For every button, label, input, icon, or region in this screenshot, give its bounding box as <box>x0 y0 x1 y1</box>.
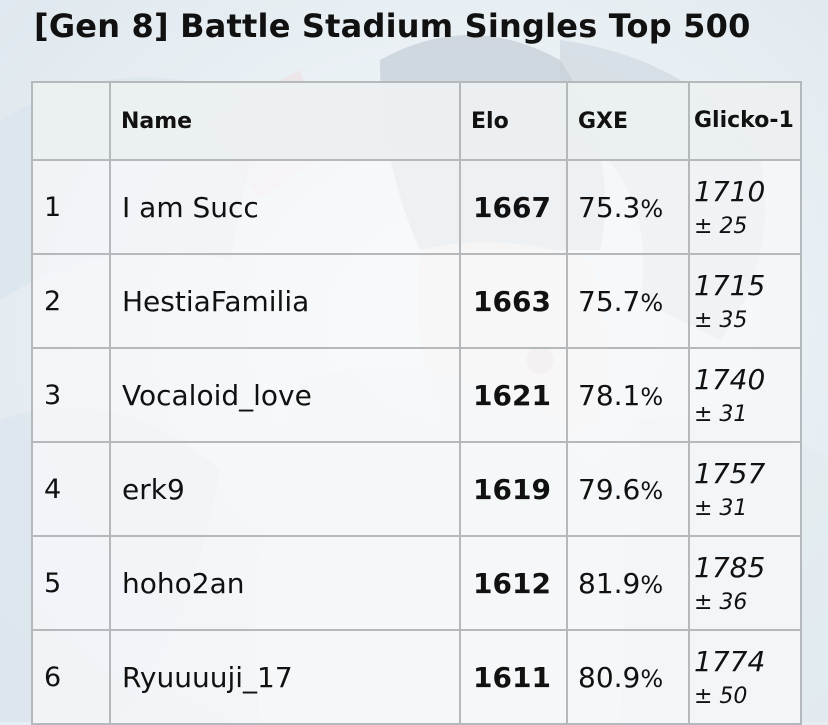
glicko-rating: 1757 <box>694 457 766 490</box>
page-title: [Gen 8] Battle Stadium Singles Top 500 <box>34 7 751 45</box>
elo-cell: 1612 <box>459 535 568 631</box>
rank-cell: 2 <box>31 253 111 349</box>
glicko-cell: 1785 ± 36 <box>688 535 802 631</box>
elo-cell: 1611 <box>459 629 568 725</box>
table-header-row: Name Elo GXE Glicko-1 <box>31 81 802 161</box>
table-row: 5 hoho2an 1612 81.9% 1785 ± 36 <box>31 535 802 631</box>
gxe-cell: 79.6% <box>566 441 690 537</box>
glicko-deviation: ± 31 <box>694 402 748 427</box>
gxe-value: 81.9 <box>578 566 641 600</box>
gxe-value: 80.9 <box>578 660 641 694</box>
gxe-value: 75.3 <box>578 190 641 224</box>
player-name-link[interactable]: Ryuuuuji_17 <box>109 629 461 725</box>
rank-cell: 1 <box>31 159 111 255</box>
header-rank <box>31 81 111 161</box>
header-elo[interactable]: Elo <box>459 81 568 161</box>
glicko-deviation: ± 35 <box>694 308 748 333</box>
header-name[interactable]: Name <box>109 81 461 161</box>
player-name-link[interactable]: I am Succ <box>109 159 461 255</box>
glicko-cell: 1715 ± 35 <box>688 253 802 349</box>
player-name-link[interactable]: HestiaFamilia <box>109 253 461 349</box>
ladder-table: Name Elo GXE Glicko-1 1 I am Succ 1667 7… <box>31 81 802 725</box>
elo-cell: 1663 <box>459 253 568 349</box>
gxe-value: 75.7 <box>578 284 641 318</box>
player-name-link[interactable]: Vocaloid_love <box>109 347 461 443</box>
table-row: 6 Ryuuuuji_17 1611 80.9% 1774 ± 50 <box>31 629 802 725</box>
glicko-rating: 1715 <box>694 269 766 302</box>
gxe-value: 78.1 <box>578 378 641 412</box>
table-row: 4 erk9 1619 79.6% 1757 ± 31 <box>31 441 802 537</box>
glicko-rating: 1710 <box>694 175 766 208</box>
gxe-unit: % <box>640 288 664 317</box>
rank-cell: 5 <box>31 535 111 631</box>
rank-cell: 4 <box>31 441 111 537</box>
gxe-unit: % <box>640 664 664 693</box>
elo-cell: 1621 <box>459 347 568 443</box>
glicko-rating: 1774 <box>694 645 766 678</box>
rank-cell: 3 <box>31 347 111 443</box>
glicko-deviation: ± 36 <box>694 590 748 615</box>
gxe-cell: 75.3% <box>566 159 690 255</box>
glicko-rating: 1785 <box>694 551 766 584</box>
gxe-cell: 78.1% <box>566 347 690 443</box>
glicko-cell: 1757 ± 31 <box>688 441 802 537</box>
gxe-unit: % <box>640 570 664 599</box>
elo-cell: 1619 <box>459 441 568 537</box>
elo-cell: 1667 <box>459 159 568 255</box>
header-gxe[interactable]: GXE <box>566 81 690 161</box>
gxe-cell: 75.7% <box>566 253 690 349</box>
table-row: 2 HestiaFamilia 1663 75.7% 1715 ± 35 <box>31 253 802 349</box>
table-row: 1 I am Succ 1667 75.3% 1710 ± 25 <box>31 159 802 255</box>
gxe-unit: % <box>640 382 664 411</box>
glicko-rating: 1740 <box>694 363 766 396</box>
gxe-value: 79.6 <box>578 472 641 506</box>
table-row: 3 Vocaloid_love 1621 78.1% 1740 ± 31 <box>31 347 802 443</box>
gxe-unit: % <box>640 194 664 223</box>
glicko-deviation: ± 31 <box>694 496 748 521</box>
glicko-cell: 1774 ± 50 <box>688 629 802 725</box>
player-name-link[interactable]: erk9 <box>109 441 461 537</box>
gxe-cell: 80.9% <box>566 629 690 725</box>
rank-cell: 6 <box>31 629 111 725</box>
glicko-cell: 1740 ± 31 <box>688 347 802 443</box>
player-name-link[interactable]: hoho2an <box>109 535 461 631</box>
glicko-deviation: ± 50 <box>694 684 748 709</box>
gxe-unit: % <box>640 476 664 505</box>
glicko-cell: 1710 ± 25 <box>688 159 802 255</box>
gxe-cell: 81.9% <box>566 535 690 631</box>
glicko-deviation: ± 25 <box>694 214 748 239</box>
header-glicko[interactable]: Glicko-1 <box>688 81 802 161</box>
